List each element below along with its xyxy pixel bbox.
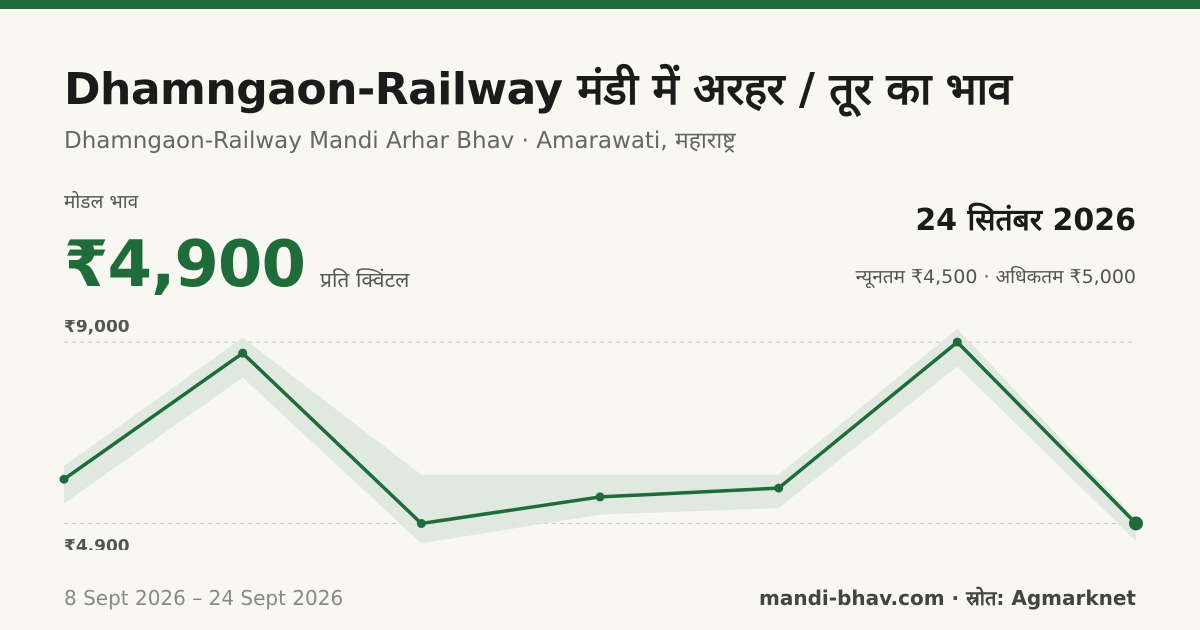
data-point xyxy=(774,483,784,493)
price-date: 24 सितंबर 2026 xyxy=(915,203,1136,238)
data-point xyxy=(238,348,248,358)
footer-date-range: 8 Sept 2026 – 24 Sept 2026 xyxy=(64,586,344,610)
y-tick-label: ₹4,900 xyxy=(64,536,130,550)
footer-source: mandi-bhav.com · स्रोत: Agmarknet xyxy=(759,586,1136,610)
min-max-range: न्यूनतम ₹4,500 · अधिकतम ₹5,000 xyxy=(855,266,1136,288)
page-subtitle: Dhamngaon-Railway Mandi Arhar Bhav · Ama… xyxy=(64,128,736,154)
data-point xyxy=(59,474,69,484)
modal-price-label: मोडल भाव xyxy=(64,191,139,213)
price-trend-chart: ₹9,000 ₹4,900 xyxy=(59,320,1143,550)
top-accent-bar xyxy=(0,0,1200,9)
modal-price-value: ₹4,900 xyxy=(64,228,306,302)
latest-data-point xyxy=(1129,516,1143,531)
data-point xyxy=(952,337,962,347)
data-point xyxy=(595,492,605,502)
y-tick-label: ₹9,000 xyxy=(64,320,130,337)
price-unit: प्रति क्विंटल xyxy=(320,268,410,292)
data-point xyxy=(416,518,426,528)
page-title: Dhamngaon-Railway मंडी में अरहर / तूर का… xyxy=(64,64,1012,115)
